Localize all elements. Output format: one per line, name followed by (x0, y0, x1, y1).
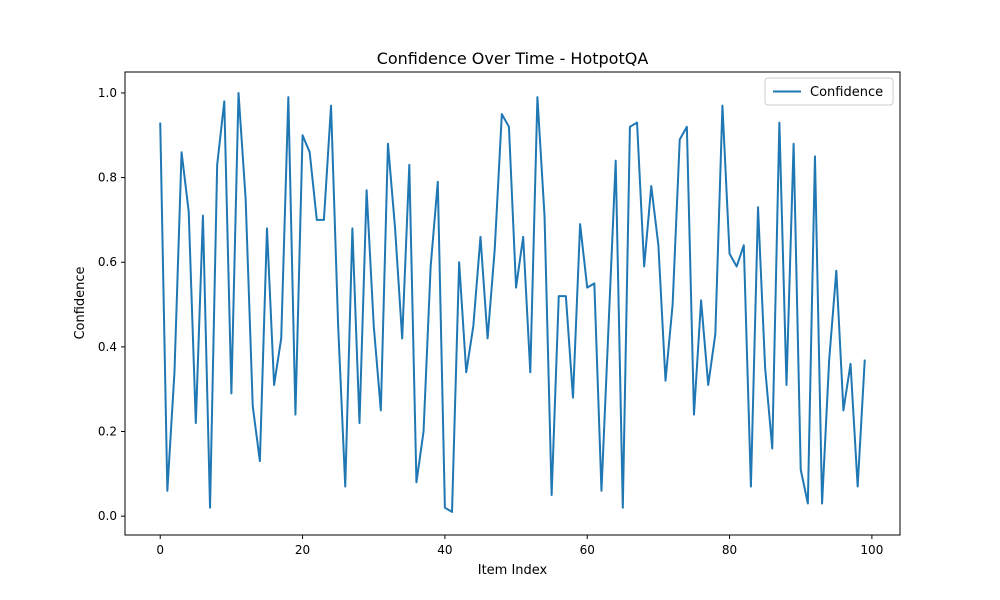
legend-box (764, 77, 894, 106)
y-tick-label: 0.0 (98, 509, 117, 523)
plot-area: 0 20 40 60 80 100 0.0 0.2 0.4 0.6 0.8 1.0 (98, 71, 901, 557)
x-tick-label: 0 (156, 543, 164, 557)
x-tick-label: 20 (295, 543, 310, 557)
legend: Confidence (764, 77, 894, 106)
y-tick-label: 0.6 (98, 255, 117, 269)
y-axis-label: Confidence (73, 266, 88, 339)
x-axis-label: Item Index (478, 563, 548, 578)
axes-frame (124, 71, 901, 536)
chart-title: Confidence Over Time - HotpotQA (377, 49, 649, 68)
y-tick-label: 0.8 (98, 171, 117, 185)
y-tick-label: 1.0 (98, 86, 117, 100)
series-line-0 (159, 91, 866, 513)
legend-label: Confidence (810, 85, 883, 100)
y-tick-label: 0.2 (98, 425, 117, 439)
x-tick-label: 80 (722, 543, 737, 557)
x-tick-label: 100 (860, 543, 883, 557)
y-tick-label: 0.4 (98, 340, 117, 354)
x-tick-label: 60 (580, 543, 595, 557)
x-tick-label: 40 (437, 543, 452, 557)
